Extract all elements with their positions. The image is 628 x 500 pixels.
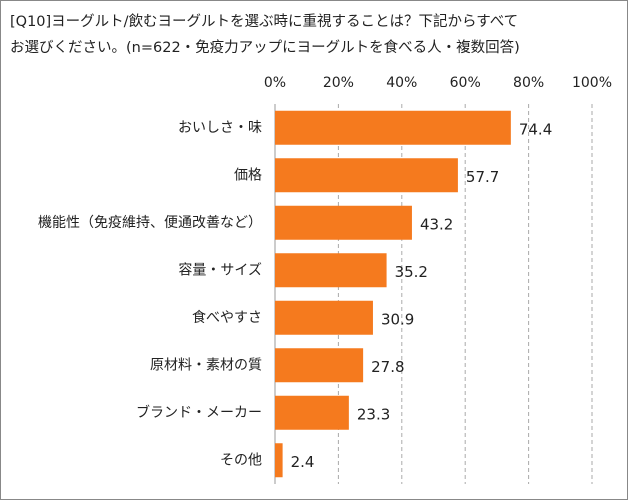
- x-tick-label: 40%: [386, 75, 417, 91]
- y-tick-label: その他: [220, 452, 262, 468]
- value-label: 35.2: [395, 263, 428, 281]
- x-tick-label: 80%: [513, 75, 544, 91]
- y-tick-label: ブランド・メーカー: [136, 404, 262, 421]
- bar: [275, 110, 511, 145]
- y-tick-label: 機能性（免疫維持、便通改善など）: [38, 215, 262, 231]
- value-label: 43.2: [420, 215, 453, 233]
- value-label: 27.8: [371, 358, 404, 376]
- bar: [275, 348, 364, 383]
- y-tick-label: 容量・サイズ: [178, 261, 262, 278]
- x-tick-label: 20%: [323, 75, 354, 91]
- chart-title: お選びください。(n=622・免疫力アップにヨーグルトを食べる人・複数回答): [10, 39, 520, 56]
- x-tick-label: 100%: [572, 75, 612, 91]
- bar: [275, 158, 458, 193]
- bar: [275, 395, 349, 430]
- value-label: 23.3: [357, 405, 390, 423]
- y-tick-label: 価格: [234, 167, 262, 183]
- y-tick-label: おいしさ・味: [178, 120, 262, 136]
- value-label: 2.4: [291, 453, 315, 471]
- y-tick-label: 食べやすさ: [192, 309, 262, 326]
- bar: [275, 300, 373, 335]
- value-label: 30.9: [381, 310, 414, 328]
- value-label: 57.7: [466, 168, 499, 186]
- y-tick-label: 原材料・素材の質: [150, 357, 262, 373]
- bar: [275, 205, 412, 240]
- x-tick-label: 0%: [264, 75, 286, 91]
- bar: [275, 443, 283, 478]
- bar: [275, 253, 387, 288]
- chart-title: [Q10]ヨーグルト/飲むヨーグルトを選ぶ時に重視することは？下記からすべて: [10, 13, 518, 30]
- x-tick-label: 60%: [450, 75, 481, 91]
- value-label: 74.4: [519, 120, 552, 138]
